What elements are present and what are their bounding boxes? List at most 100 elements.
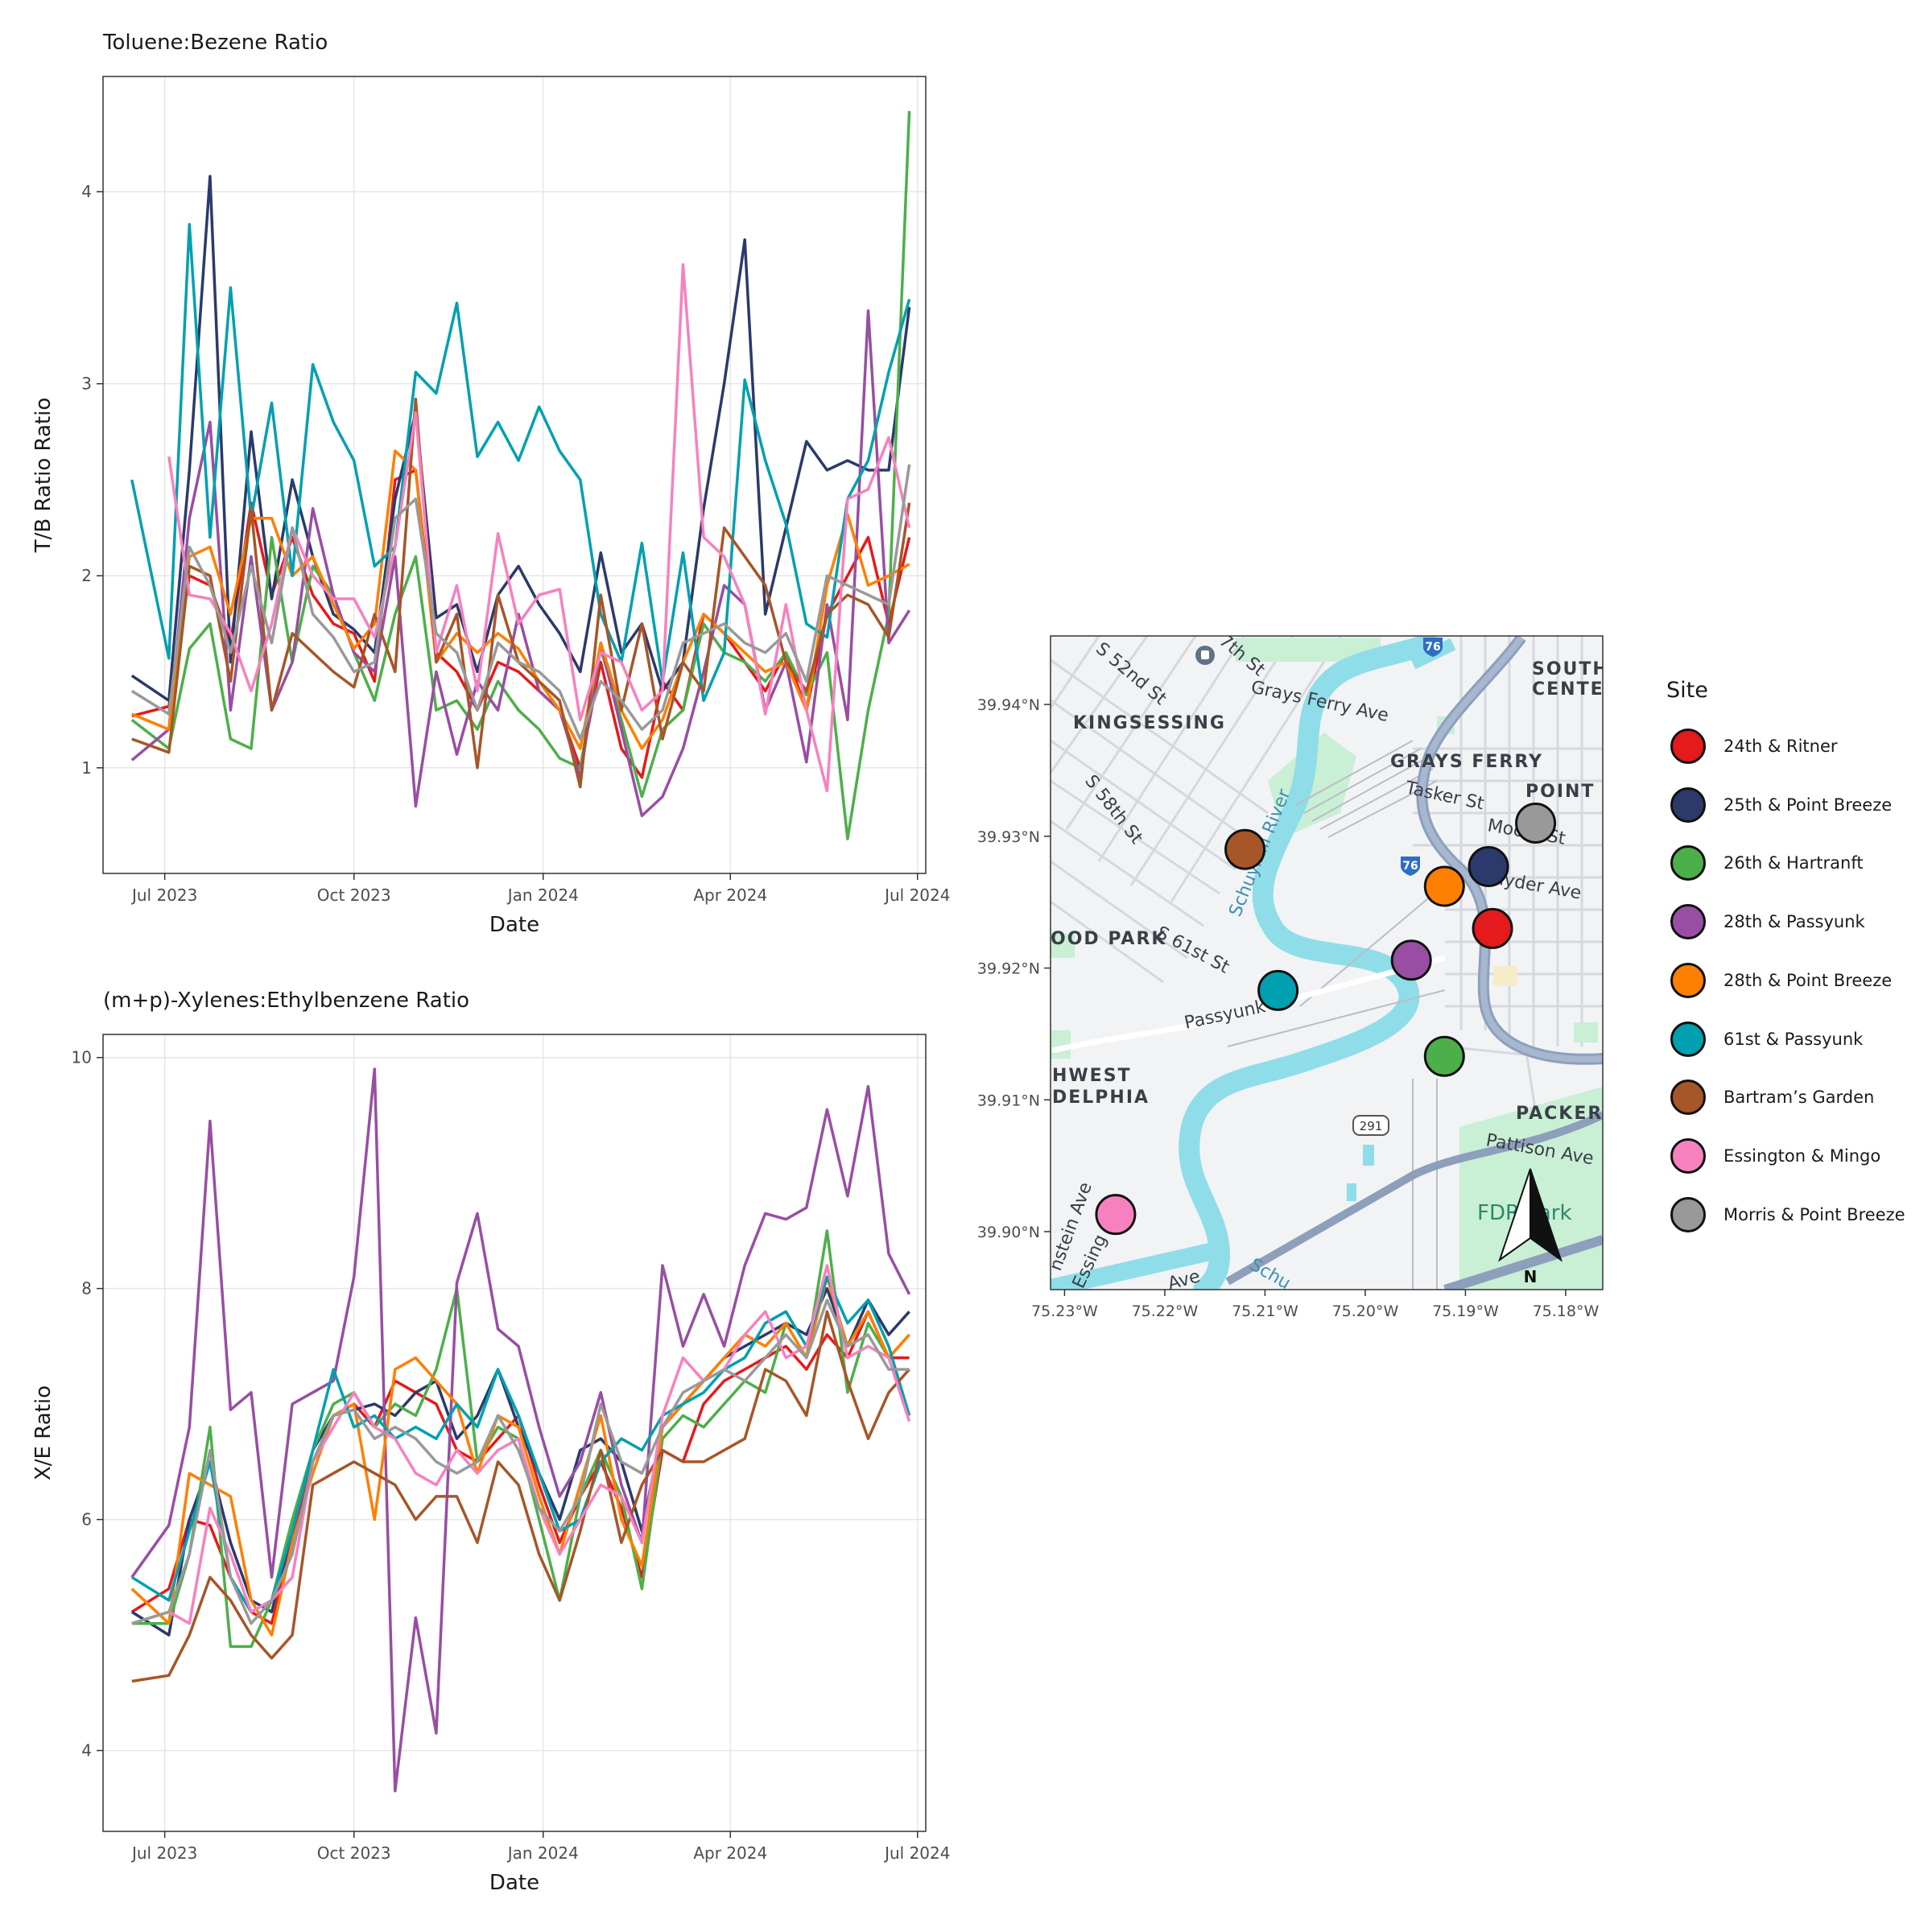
legend-label: 26th & Hartranft (1724, 853, 1864, 873)
series-line-61st-passyunk (130, 1275, 911, 1614)
legend-swatch (1670, 904, 1706, 940)
site-marker-morris-point-breeze[interactable] (1515, 802, 1557, 844)
y-axis-label: X/E Ratio (31, 1385, 56, 1480)
legend: 24th & Ritner 25th & Point Breeze 26th & H… (1670, 729, 1928, 1244)
legend-item: 26th & Hartranft (1670, 845, 1864, 881)
site-marker-25th-point-breeze[interactable] (1468, 845, 1509, 887)
i76-shield-label: 76 (1425, 641, 1440, 654)
legend-label: Morris & Point Breeze (1724, 1204, 1905, 1224)
x-tick-label: Apr 2024 (693, 1843, 767, 1863)
legend-item: 24th & Ritner (1670, 729, 1838, 764)
x-tick-label: Jan 2024 (506, 1843, 579, 1863)
i76-shield-top: 76 (1423, 638, 1443, 657)
i76-shield-mid-label: 76 (1402, 860, 1418, 873)
site-map: 76 76 291 S 52nd St 7th St Grays Ferry A… (962, 628, 1606, 1328)
x-tick-label: Apr 2024 (693, 886, 767, 905)
label-grays-ferry: GRAYS FERRY (1390, 752, 1543, 772)
series-line-28th-passyunk (130, 1067, 911, 1793)
lat-tick-label: 39.94°N (977, 696, 1040, 714)
legend-swatch (1670, 1137, 1706, 1174)
lat-tick-label: 39.90°N (977, 1224, 1040, 1241)
route-291-label: 291 (1360, 1119, 1383, 1133)
x-axis-label: Date (489, 913, 539, 937)
legend-swatch (1670, 845, 1706, 881)
series-line-61st-passyunk (130, 222, 911, 703)
lon-tick-label: 75.23°W (1031, 1302, 1098, 1320)
legend-item: 28th & Point Breeze (1670, 962, 1893, 998)
legend-item: 61st & Passyunk (1670, 1021, 1863, 1057)
legend-swatch (1670, 1021, 1706, 1057)
label-kingsessing: KINGSESSING (1073, 713, 1226, 733)
site-marker-26th-hartranft[interactable] (1423, 1035, 1465, 1077)
y-tick-label: 6 (81, 1510, 92, 1530)
chart2-title: (m+p)-Xylenes:Ethylbenzene Ratio (103, 989, 470, 1013)
legend-label: Bartram’s Garden (1724, 1088, 1875, 1108)
series-line-bartram-s-garden (131, 1310, 910, 1683)
legend-label: 28th & Passyunk (1724, 912, 1865, 932)
plot-frame (102, 1034, 927, 1832)
site-marker-28th-point-breeze[interactable] (1423, 865, 1465, 907)
i76-shield-mid: 76 (1401, 857, 1420, 876)
y-tick-label: 4 (81, 1741, 92, 1761)
map-svg: 76 76 291 S 52nd St 7th St Grays Ferry A… (977, 635, 1606, 1320)
legend-label: 24th & Ritner (1724, 737, 1838, 756)
x-tick-label: Jul 2024 (883, 1843, 950, 1863)
north-arrow-icon: N (1498, 1168, 1563, 1286)
legend-swatch (1670, 786, 1706, 823)
north-label: N (1524, 1267, 1538, 1286)
legend-item: 28th & Passyunk (1670, 904, 1865, 940)
lat-tick-label: 39.91°N (977, 1092, 1040, 1109)
legend-item: Bartram’s Garden (1670, 1080, 1875, 1116)
legend-swatch (1670, 1080, 1706, 1116)
series-line-25th-point-breeze (130, 175, 911, 703)
y-tick-label: 10 (72, 1048, 92, 1067)
x-tick-label: Jul 2024 (883, 886, 950, 905)
toluene-benzene-chart: 1 2 3 4 Jul 2023 Oct 2023 Jan 2024 Apr 2024 Jul … (31, 76, 950, 937)
site-marker-bartram-s-garden[interactable] (1224, 828, 1266, 870)
legend-label: Essington & Mingo (1724, 1146, 1881, 1166)
x-tick-label: Jul 2023 (130, 1843, 197, 1863)
map-base: 76 76 291 S 52nd St 7th St Grays Ferry A… (1051, 636, 1606, 1290)
legend-label: 28th & Point Breeze (1724, 970, 1893, 990)
site-marker-24th-ritner[interactable] (1472, 907, 1513, 949)
series-line-28th-point-breeze (130, 1275, 910, 1637)
legend-swatch (1670, 729, 1706, 764)
y-tick-label: 2 (81, 566, 92, 585)
series-line-essington-mingo (167, 263, 911, 793)
site-marker-28th-passyunk[interactable] (1390, 939, 1432, 981)
schuylkill-river (1179, 636, 1439, 1290)
x-tick-label: Oct 2023 (317, 886, 391, 905)
legend-item: 25th & Point Breeze (1670, 786, 1893, 823)
y-tick-label: 8 (81, 1279, 92, 1298)
series-line-essington-mingo (131, 1264, 911, 1625)
series-line-28th-point-breeze (131, 449, 910, 750)
plot-frame (102, 76, 927, 874)
site-marker-essington-mingo[interactable] (1095, 1194, 1137, 1236)
x-axis-label: Date (489, 1871, 539, 1895)
label-packer: PACKER (1516, 1104, 1603, 1124)
legend-item: Essington & Mingo (1670, 1137, 1881, 1174)
label-wood-park: OOD PARK (1051, 929, 1166, 949)
site-marker-61st-passyunk[interactable] (1257, 969, 1299, 1011)
y-tick-label: 4 (81, 182, 92, 201)
map-axis-ticks: 39.94°N 39.93°N 39.92°N 39.91°N 39.90°N 75.23… (977, 696, 1600, 1320)
lon-tick-label: 75.20°W (1332, 1302, 1399, 1320)
series-line-26th-hartranft (130, 110, 911, 840)
x-tick-label: Jul 2023 (130, 886, 197, 905)
series-line-bartram-s-garden (131, 398, 911, 789)
series-line-morris-point-breeze (131, 1298, 910, 1625)
park (1051, 934, 1075, 958)
label-south: SOUTH (1532, 659, 1606, 679)
map-site-markers (1095, 802, 1557, 1236)
transit-icon (1195, 646, 1215, 665)
route-291 (1225, 1111, 1603, 1286)
legend-label: 25th & Point Breeze (1724, 795, 1893, 815)
lat-tick-label: 39.92°N (977, 960, 1040, 978)
route-291-shield: 291 (1352, 1115, 1389, 1136)
chart1-title: Toluene:Bezene Ratio (103, 31, 328, 55)
map-frame (1050, 635, 1604, 1290)
y-tick-label: 3 (81, 374, 92, 394)
lon-tick-label: 75.21°W (1232, 1302, 1298, 1320)
lon-tick-label: 75.18°W (1533, 1302, 1600, 1320)
label-delphia: DELPHIA (1052, 1088, 1150, 1108)
